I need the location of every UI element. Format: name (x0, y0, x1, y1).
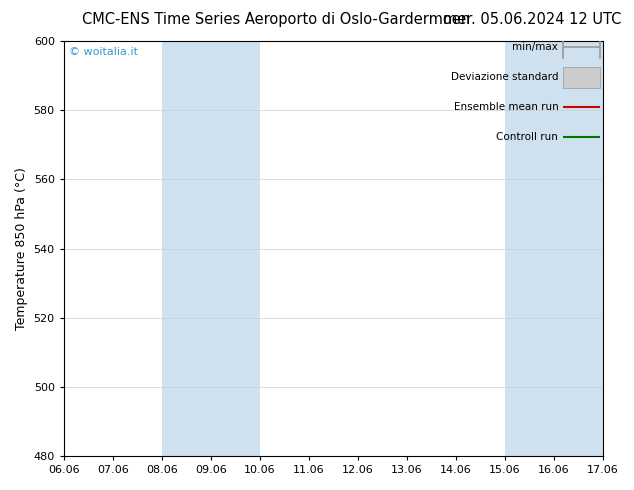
Text: mer. 05.06.2024 12 UTC: mer. 05.06.2024 12 UTC (443, 12, 621, 27)
Text: CMC-ENS Time Series Aeroporto di Oslo-Gardermoen: CMC-ENS Time Series Aeroporto di Oslo-Ga… (82, 12, 470, 27)
Text: Deviazione standard: Deviazione standard (451, 72, 559, 82)
Text: Controll run: Controll run (496, 132, 559, 142)
Text: Ensemble mean run: Ensemble mean run (453, 102, 559, 112)
Text: min/max: min/max (512, 42, 559, 52)
Text: © woitalia.it: © woitalia.it (69, 47, 138, 57)
Bar (162, 41, 260, 456)
Bar (563, 67, 600, 88)
Y-axis label: Temperature 850 hPa (°C): Temperature 850 hPa (°C) (15, 167, 28, 330)
Bar (505, 41, 603, 456)
